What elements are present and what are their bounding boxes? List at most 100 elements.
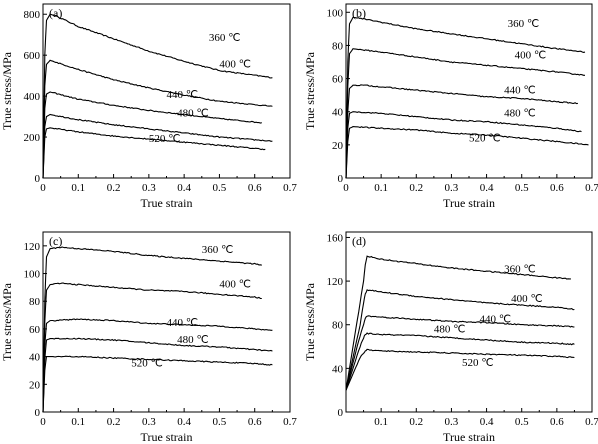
- panel-d: (d) 0.1 0.2 0.3 0.4 0.5 0.6 0.7 0 40 80 120 160 True …: [303, 231, 598, 444]
- series-line: [345, 348, 575, 391]
- x-tick-label: 0.4: [177, 182, 191, 194]
- series-line: [345, 48, 585, 179]
- x-tick-label: 0.6: [248, 416, 262, 428]
- x-tick-label: 0: [40, 416, 46, 428]
- series-line: [42, 91, 262, 179]
- y-tick-label: 120: [24, 241, 41, 253]
- plot-frame: [345, 3, 593, 179]
- series-label: 520 ℃: [462, 357, 494, 369]
- series-line: [345, 126, 589, 179]
- series-label: 480 ℃: [177, 108, 209, 120]
- x-tick-label: 0.1: [71, 182, 85, 194]
- series-label: 440 ℃: [480, 314, 512, 326]
- x-tick-label: 0: [40, 182, 46, 194]
- series-label: 520 ℃: [149, 133, 181, 145]
- series-label: 440 ℃: [167, 317, 199, 329]
- y-axis-title: True stress/MPa: [303, 51, 317, 130]
- series-line: [345, 315, 575, 391]
- series-label: 400 ℃: [511, 293, 543, 305]
- x-tick-label: 0.3: [142, 416, 156, 428]
- y-tick-label: 40: [29, 352, 41, 364]
- y-axis-title: True stress/MPa: [0, 51, 14, 130]
- y-tick-label: 120: [327, 276, 344, 288]
- x-tick-label: 0.5: [515, 416, 529, 428]
- x-axis-title: True strain: [443, 196, 495, 210]
- y-axis-title: True stress/MPa: [303, 282, 317, 361]
- y-tick-label: 80: [332, 320, 344, 332]
- series-label: 520 ℃: [469, 133, 501, 145]
- panel-b: (b) 0 0.1 0.2 0.3 0.4 0.5 0.6 0.7 0 20 40 60 80 100 Tru…: [303, 3, 598, 210]
- series-label: 360 ℃: [209, 32, 241, 44]
- series-label: 440 ℃: [504, 84, 536, 96]
- y-tick-label: 80: [29, 296, 41, 308]
- y-tick-label: 400: [24, 91, 41, 103]
- y-tick-label: 0: [35, 407, 41, 419]
- y-tick-label: 160: [327, 232, 344, 244]
- series-label: 400 ℃: [219, 278, 251, 290]
- series-label: 360 ℃: [504, 263, 536, 275]
- series-label: 400 ℃: [219, 58, 251, 70]
- x-tick-label: 0.1: [71, 416, 85, 428]
- series-label: 480 ℃: [504, 108, 536, 120]
- y-tick-label: 20: [332, 140, 344, 152]
- x-tick-label: 0.2: [107, 416, 121, 428]
- series-line: [42, 13, 273, 179]
- x-axis-title: True strain: [141, 196, 193, 210]
- x-tick-label: 0.4: [177, 416, 191, 428]
- x-axis-title: True strain: [443, 430, 495, 444]
- x-tick-label: 0.2: [107, 182, 121, 194]
- y-tick-label: 0: [338, 173, 344, 185]
- x-tick-label: 0.1: [374, 416, 388, 428]
- y-tick-label: 0: [35, 173, 41, 185]
- series-label: 360 ℃: [202, 244, 234, 256]
- x-tick-label: 0.2: [409, 416, 423, 428]
- y-tick-label: 60: [29, 324, 41, 336]
- panel-tag: (b): [352, 6, 366, 20]
- panel-c: (c) 0 0.1 0.2 0.3 0.4 0.5 0.6 0.7 0 20 40 60 80 100 120…: [0, 231, 297, 444]
- x-tick-label: 0.3: [445, 182, 459, 194]
- series-label: 480 ℃: [177, 334, 209, 346]
- x-tick-label: 0: [343, 182, 349, 194]
- series-line: [42, 337, 273, 413]
- x-tick-label: 0.4: [480, 182, 494, 194]
- x-tick-label: 0.1: [374, 182, 388, 194]
- x-tick-label: 0.7: [585, 416, 598, 428]
- series-line: [42, 282, 262, 413]
- series-label: 520 ℃: [131, 357, 163, 369]
- panel-tag: (d): [352, 234, 366, 248]
- series-label: 440 ℃: [167, 89, 199, 101]
- y-tick-label: 0: [338, 407, 344, 419]
- series-line: [42, 127, 266, 179]
- panel-tag: (a): [49, 6, 62, 20]
- x-axis-title: True strain: [141, 430, 193, 444]
- y-axis-title: True stress/MPa: [0, 282, 14, 361]
- series-line: [345, 84, 578, 179]
- x-tick-label: 0.7: [283, 416, 297, 428]
- series-line: [345, 16, 586, 179]
- y-tick-label: 100: [327, 7, 344, 19]
- panel-a: (a) 0 0.1 0.2 0.3 0.4 0.5 0.6 0.7 0 200 400 600 800 Tr…: [0, 3, 297, 210]
- x-tick-label: 0.3: [445, 416, 459, 428]
- series-label: 360 ℃: [508, 18, 540, 30]
- series-line: [345, 255, 571, 391]
- x-tick-label: 0.6: [550, 416, 564, 428]
- y-tick-label: 40: [332, 107, 344, 119]
- x-tick-label: 0.6: [248, 182, 262, 194]
- y-tick-label: 600: [24, 50, 41, 62]
- y-tick-label: 100: [24, 269, 41, 281]
- y-tick-label: 200: [24, 132, 41, 144]
- x-tick-label: 0.5: [213, 416, 227, 428]
- series-line: [42, 246, 262, 413]
- panel-tag: (c): [49, 234, 62, 248]
- x-tick-label: 0.2: [409, 182, 423, 194]
- series-label: 400 ℃: [515, 50, 547, 62]
- series-line: [345, 111, 582, 179]
- series-line: [42, 355, 273, 413]
- series-line: [42, 59, 273, 179]
- y-tick-label: 20: [29, 379, 41, 391]
- x-tick-label: 0.7: [283, 182, 297, 194]
- x-tick-label: 0.3: [142, 182, 156, 194]
- x-tick-label: 0.4: [480, 416, 494, 428]
- series-label: 480 ℃: [434, 323, 466, 335]
